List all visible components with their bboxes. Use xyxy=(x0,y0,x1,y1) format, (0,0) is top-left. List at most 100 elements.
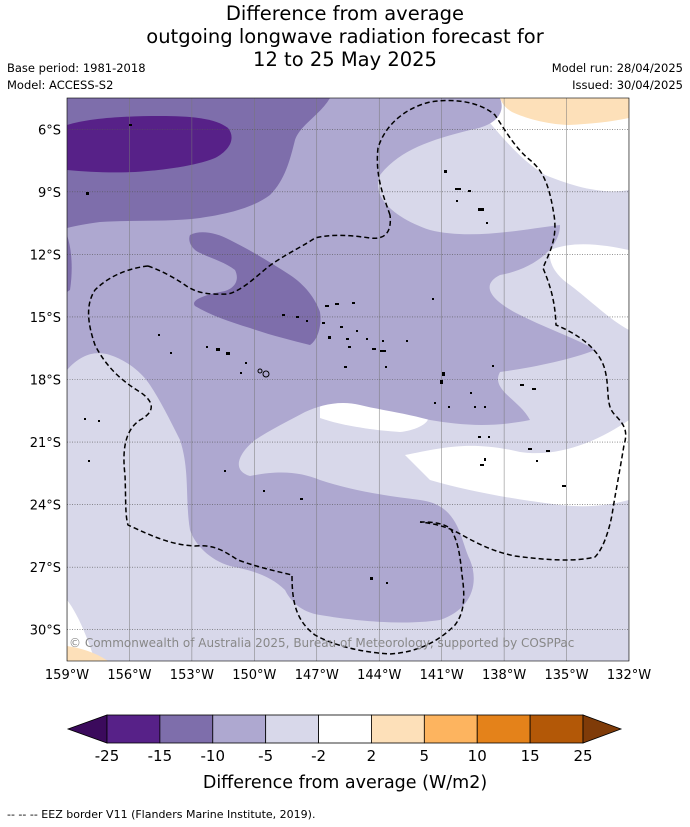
island-marker xyxy=(474,406,476,408)
island-marker xyxy=(344,366,347,368)
island-marker xyxy=(546,450,550,452)
island-marker xyxy=(484,406,486,408)
base-period: Base period: 1981-2018 xyxy=(7,61,146,75)
island-marker xyxy=(528,448,532,450)
island-marker xyxy=(158,334,160,336)
very-strong-negative-anomaly-core xyxy=(67,116,232,173)
island-marker xyxy=(444,170,447,173)
latitude-tick-label: 21°S xyxy=(30,436,61,451)
island-marker xyxy=(86,192,89,195)
island-marker xyxy=(432,298,434,300)
island-marker xyxy=(468,190,471,192)
island-marker xyxy=(382,340,384,342)
longitude-tick-label: 135°W xyxy=(544,668,588,683)
island-marker xyxy=(486,222,488,224)
island-marker xyxy=(296,316,299,318)
colorbar-segment xyxy=(423,714,478,744)
islands xyxy=(84,124,566,584)
island-marker xyxy=(263,490,265,492)
island-marker xyxy=(478,436,481,438)
island-marker xyxy=(340,326,343,328)
island-marker xyxy=(325,305,329,307)
island-marker xyxy=(488,436,490,438)
island-marker xyxy=(386,582,388,584)
island-marker xyxy=(300,498,303,500)
island-marker xyxy=(224,470,226,472)
latitude-tick-label: 18°S xyxy=(30,374,61,389)
positive-anomaly-region-sw xyxy=(67,646,108,661)
longitude-tick-label: 150°W xyxy=(232,668,276,683)
map-frame xyxy=(66,97,630,662)
colorbar-segment xyxy=(265,714,319,744)
title-line-2: outgoing longwave radiation forecast for xyxy=(146,25,544,48)
colorbar-segment xyxy=(529,714,584,744)
island-marker xyxy=(356,330,358,332)
colorbar-segment xyxy=(371,714,425,744)
island-marker xyxy=(322,322,325,324)
longitude-ticks: 159°W 156°W 153°W 150°W 147°W 144°W 141°W 138°W… xyxy=(45,668,651,683)
colorbar-tick-label: -5 xyxy=(258,747,273,765)
colorbar-tick-label: 25 xyxy=(573,747,592,765)
colorbar-tick-label: -2 xyxy=(311,747,326,765)
island-marker xyxy=(492,365,494,367)
colorbar: -25 -15 -10 -5 -2 2 5 10 15 25 xyxy=(66,714,623,765)
island-marker xyxy=(440,380,443,384)
island-marker xyxy=(484,458,486,461)
colorbar-under-extension xyxy=(66,714,108,744)
island-marker xyxy=(216,348,220,351)
colorbar-segment xyxy=(159,714,214,744)
island-marker xyxy=(306,320,308,322)
map-title: Difference from average outgoing longwav… xyxy=(0,2,690,71)
island-marker xyxy=(84,418,86,420)
latitude-tick-label: 30°S xyxy=(30,624,61,639)
colorbar-tick-label: -15 xyxy=(148,747,173,765)
colorbar-segment xyxy=(318,714,372,744)
island-marker xyxy=(536,460,538,462)
island-marker xyxy=(442,372,445,376)
island-marker xyxy=(335,303,339,305)
longitude-tick-label: 156°W xyxy=(107,668,151,683)
longitude-tick-label: 144°W xyxy=(357,668,401,683)
island-marker xyxy=(98,420,100,422)
island-marker xyxy=(406,340,408,342)
island-marker xyxy=(226,352,230,355)
island-marker xyxy=(129,124,132,126)
island-marker xyxy=(480,464,484,466)
latitude-tick-label: 15°S xyxy=(30,311,61,326)
colorbar-tick-label: -10 xyxy=(201,747,226,765)
island-marker xyxy=(448,406,450,408)
longitude-tick-label: 141°W xyxy=(420,668,464,683)
eez-border-east xyxy=(376,99,627,561)
neutral-anomaly-region-sw xyxy=(67,600,95,661)
colorbar-tick-label: -25 xyxy=(95,747,120,765)
island-marker xyxy=(240,372,242,374)
title-line-1: Difference from average xyxy=(225,2,465,25)
colorbar-tick-label: 2 xyxy=(367,747,377,765)
title-line-3: 12 to 25 May 2025 xyxy=(253,48,437,71)
meta-left: Base period: 1981-2018 Model: ACCESS-S2 xyxy=(7,60,146,94)
model-run: Model run: 28/04/2025 xyxy=(551,61,683,75)
moderate-negative-anomaly-region xyxy=(67,98,595,623)
colorbar-title: Difference from average (W/m2) xyxy=(203,773,487,793)
colorbar-segment xyxy=(106,714,161,744)
meta-right: Model run: 28/04/2025 Issued: 30/04/2025 xyxy=(552,60,683,94)
latitude-tick-label: 27°S xyxy=(30,561,61,576)
issued-date: Issued: 30/04/2025 xyxy=(572,78,683,92)
island-marker xyxy=(352,302,355,304)
island-marker xyxy=(366,338,368,340)
map-credit: © Commonwealth of Australia 2025, Bureau… xyxy=(69,636,574,650)
eez-border-west xyxy=(87,265,465,655)
latitude-tick-label: 6°S xyxy=(38,123,61,138)
island-marker xyxy=(385,366,387,368)
island-marker xyxy=(346,338,349,340)
island-marker xyxy=(262,370,270,378)
gridlines xyxy=(67,98,629,661)
island-marker xyxy=(372,348,376,350)
longitude-tick-label: 138°W xyxy=(482,668,526,683)
island-marker xyxy=(456,200,458,202)
longitude-tick-label: 147°W xyxy=(295,668,339,683)
colorbar-over-extension xyxy=(582,714,623,744)
colorbar-tick-label: 5 xyxy=(420,747,430,765)
island-marker xyxy=(532,388,536,390)
island-marker xyxy=(520,384,524,386)
